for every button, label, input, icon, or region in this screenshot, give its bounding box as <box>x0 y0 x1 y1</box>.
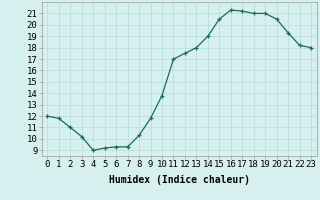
X-axis label: Humidex (Indice chaleur): Humidex (Indice chaleur) <box>109 175 250 185</box>
